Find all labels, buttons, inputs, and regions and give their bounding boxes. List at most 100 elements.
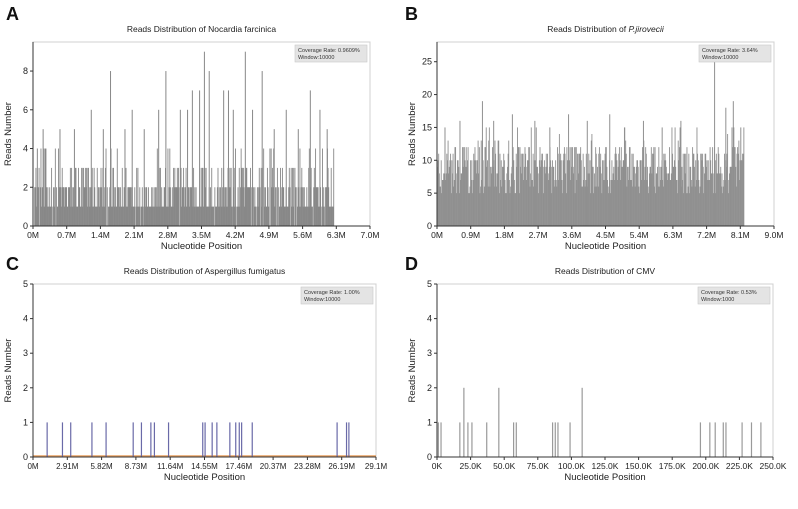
legend-window: Window:10000 bbox=[702, 55, 738, 61]
panel-b: B Reads Distribution of P.jirovecii 0 5 10 1… bbox=[399, 0, 798, 252]
spike-bar-13 bbox=[187, 110, 188, 226]
y-axis-label: Reads Number bbox=[407, 102, 418, 166]
y-axis-label: Reads Number bbox=[3, 102, 14, 166]
bar-8 bbox=[513, 422, 514, 457]
spike-bar-1 bbox=[459, 121, 460, 226]
spike-bar-26 bbox=[298, 129, 299, 226]
bar-18 bbox=[252, 422, 253, 457]
y-tick-label: 8 bbox=[23, 66, 28, 76]
spike-bar-13 bbox=[680, 121, 681, 226]
x-tick-label: 7.2M bbox=[697, 230, 716, 240]
coverage-bar bbox=[312, 207, 313, 226]
x-tick-label: 125.0K bbox=[592, 461, 619, 471]
bar-18 bbox=[723, 422, 724, 457]
spike-bar-10 bbox=[158, 110, 159, 226]
spike-bar-8 bbox=[132, 110, 133, 226]
x-tick-label: 5.6M bbox=[293, 230, 312, 240]
coverage-bar bbox=[269, 149, 270, 226]
bar-11 bbox=[555, 422, 556, 457]
bar-2 bbox=[459, 422, 460, 457]
panel-label-c: C bbox=[6, 254, 19, 275]
x-tick-label: 2.91M bbox=[56, 462, 79, 471]
coverage-bar bbox=[178, 168, 179, 226]
bar-6 bbox=[141, 422, 142, 457]
spike-bar-21 bbox=[245, 52, 246, 226]
bar-14 bbox=[229, 422, 230, 457]
spike-bar-5 bbox=[534, 121, 535, 226]
bar-20 bbox=[741, 422, 742, 457]
coverage-bar bbox=[232, 207, 233, 226]
bar-11 bbox=[204, 422, 205, 457]
y-tick-label: 2 bbox=[23, 182, 28, 192]
spike-bar-7 bbox=[124, 129, 125, 226]
spike-bar-9 bbox=[144, 129, 145, 226]
coverage-bar bbox=[139, 187, 140, 226]
y-tick-label: 15 bbox=[422, 122, 432, 132]
plot-frame bbox=[437, 284, 773, 457]
spike-bar-15 bbox=[199, 90, 200, 226]
coverage-bar bbox=[250, 168, 251, 226]
y-tick-label: 1 bbox=[23, 417, 28, 427]
spike-bar-3 bbox=[493, 121, 494, 226]
chart-title-prefix: Reads Distribution of bbox=[547, 24, 628, 34]
y-tick-label: 4 bbox=[23, 144, 28, 154]
x-tick-label: 6.3M bbox=[663, 230, 682, 240]
spike-bar-6 bbox=[110, 71, 111, 226]
x-tick-label: 50.0K bbox=[493, 461, 516, 471]
coverage-bar bbox=[293, 168, 294, 226]
coverage-bar bbox=[324, 207, 325, 226]
x-tick-label: 20.37M bbox=[260, 462, 287, 471]
panel-a: A Reads Distribution of Nocardia farcini… bbox=[0, 0, 399, 252]
spike-bar-12 bbox=[662, 127, 663, 226]
y-tick-label: 10 bbox=[422, 155, 432, 165]
bar-21 bbox=[348, 422, 349, 457]
x-tick-label: 100.0K bbox=[558, 461, 585, 471]
y-tick-label: 3 bbox=[23, 348, 28, 358]
spike-bar-6 bbox=[549, 127, 550, 226]
x-tick-label: 0K bbox=[432, 461, 443, 471]
bar-17 bbox=[715, 422, 716, 457]
x-tick-label: 200.0K bbox=[692, 461, 719, 471]
bar-5 bbox=[471, 422, 472, 457]
x-tick-label: 5.82M bbox=[90, 462, 113, 471]
x-tick-label: 2.8M bbox=[158, 230, 177, 240]
x-tick-label: 0.9M bbox=[461, 230, 480, 240]
x-tick-label: 17.46M bbox=[225, 462, 252, 471]
y-tick-label: 1 bbox=[427, 417, 432, 427]
x-tick-label: 23.28M bbox=[294, 462, 321, 471]
spike-bar-8 bbox=[587, 121, 588, 226]
panel-label-d: D bbox=[405, 254, 418, 275]
x-tick-label: 0M bbox=[27, 230, 39, 240]
spike-bar-7 bbox=[568, 114, 569, 226]
panel-label-a: A bbox=[6, 4, 19, 25]
y-axis-label: Reads Number bbox=[407, 339, 418, 403]
bar-15 bbox=[700, 422, 701, 457]
x-tick-label: 25.0K bbox=[459, 461, 482, 471]
spike-bar-16 bbox=[204, 52, 205, 226]
x-tick-label: 14.55M bbox=[191, 462, 218, 471]
coverage-bar bbox=[333, 149, 334, 226]
coverage-bar bbox=[289, 187, 290, 226]
x-axis-label: Nucleotide Position bbox=[564, 472, 645, 483]
coverage-bar bbox=[256, 207, 257, 226]
x-tick-label: 26.19M bbox=[328, 462, 355, 471]
y-tick-label: 3 bbox=[427, 348, 432, 358]
coverage-bar bbox=[268, 207, 269, 226]
y-tick-label: 25 bbox=[422, 57, 432, 67]
y-tick-label: 5 bbox=[427, 188, 432, 198]
bar-1 bbox=[440, 422, 441, 457]
y-tick-label: 2 bbox=[427, 383, 432, 393]
spike-bar-2 bbox=[59, 129, 60, 226]
bar-21 bbox=[751, 422, 752, 457]
spike-bar-1 bbox=[43, 129, 44, 226]
chart-title: Reads Distribution of Nocardia farcinica bbox=[127, 24, 277, 34]
coverage-bar bbox=[106, 149, 107, 226]
chart-title: Reads Distribution of CMV bbox=[555, 266, 655, 276]
spike-bar-23 bbox=[262, 71, 263, 226]
bar-5 bbox=[133, 422, 134, 457]
legend-coverage-rate: Coverage Rate: 0.9609% bbox=[298, 48, 360, 54]
legend-window: Window:10000 bbox=[304, 297, 340, 303]
x-tick-label: 150.0K bbox=[625, 461, 652, 471]
chart-b: Reads Distribution of P.jirovecii 0 5 10 15 2… bbox=[399, 0, 798, 252]
y-tick-label: 4 bbox=[427, 314, 432, 324]
